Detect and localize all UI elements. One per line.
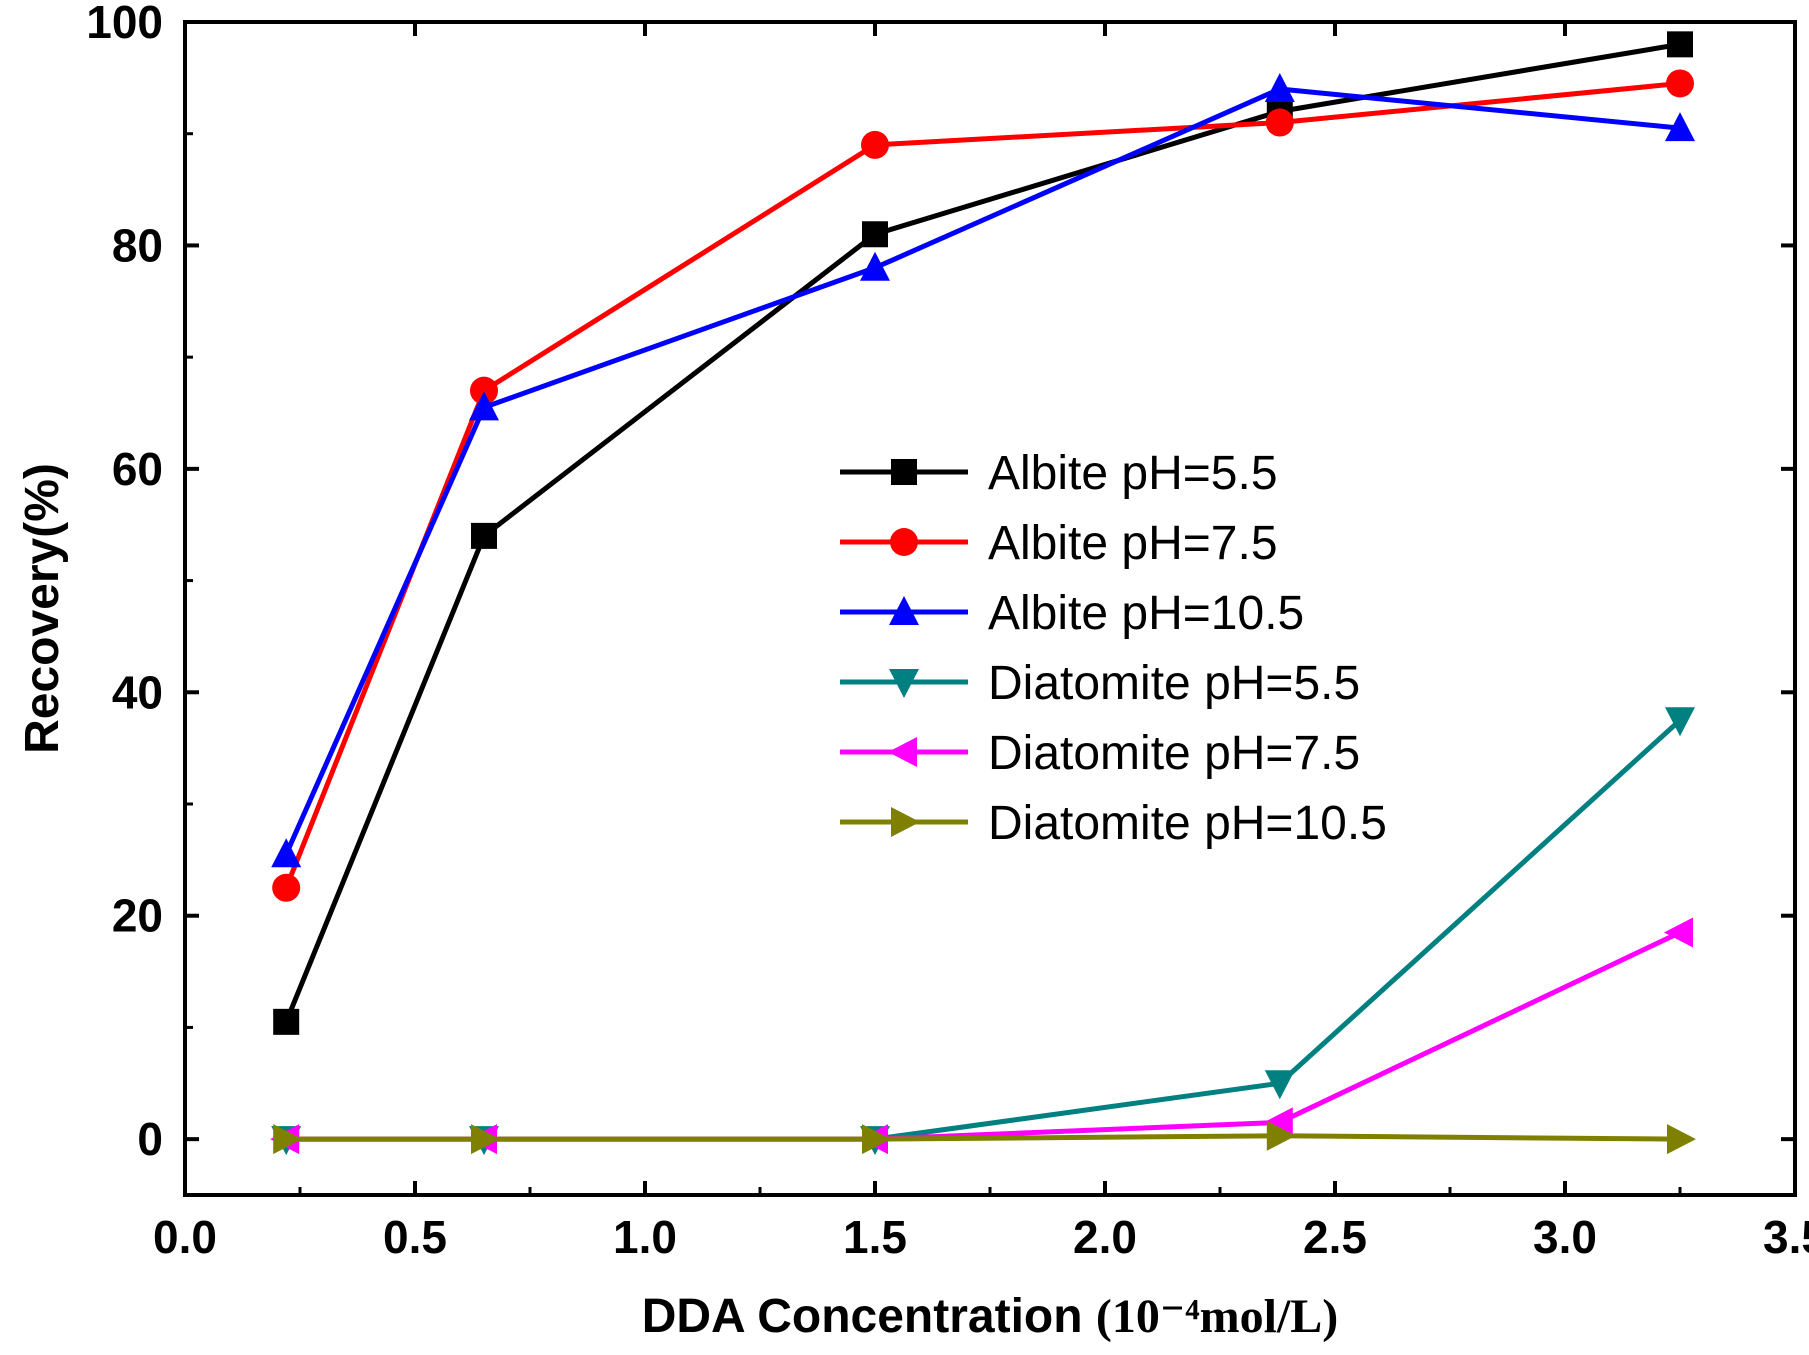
y-axis-label: Recovery(%) bbox=[16, 463, 69, 754]
y-tick-label: 100 bbox=[86, 0, 163, 48]
data-point bbox=[471, 522, 497, 549]
x-tick-label: 3.5 bbox=[1763, 1211, 1809, 1263]
data-point bbox=[273, 1008, 300, 1035]
series-layer bbox=[270, 31, 1696, 1156]
data-point bbox=[1264, 73, 1295, 103]
legend-marker bbox=[889, 669, 919, 698]
x-tick-label: 2.0 bbox=[1073, 1211, 1137, 1263]
data-point bbox=[862, 1124, 891, 1155]
series-0 bbox=[273, 31, 1693, 1035]
data-point bbox=[469, 391, 499, 421]
legend-marker bbox=[891, 459, 917, 485]
legend-entry: Albite pH=10.5 bbox=[840, 587, 1304, 640]
data-point bbox=[1265, 108, 1294, 137]
y-tick-label: 60 bbox=[112, 443, 163, 495]
axes-layer: 0.0 0.5 1.0 1.5 2.0 2.5 3.0 3.5 0 20 40 60 80 100 bbox=[86, 0, 1809, 1263]
data-point bbox=[470, 376, 498, 405]
data-point bbox=[1264, 1070, 1295, 1100]
series-line bbox=[286, 930, 1682, 1142]
series-3 bbox=[271, 707, 1695, 1156]
x-tick-label: 1.0 bbox=[613, 1211, 677, 1263]
data-point bbox=[1266, 1120, 1296, 1151]
legend-label: Diatomite pH=5.5 bbox=[988, 657, 1360, 710]
y-tick-label: 20 bbox=[112, 890, 163, 942]
x-tick-label: 3.0 bbox=[1533, 1211, 1597, 1263]
legend-marker bbox=[891, 807, 920, 837]
legend-label: Albite pH=7.5 bbox=[988, 517, 1278, 570]
data-point bbox=[1665, 112, 1695, 142]
data-point bbox=[1667, 1124, 1696, 1155]
data-point bbox=[1667, 31, 1693, 58]
legend-label: Diatomite pH=7.5 bbox=[988, 727, 1360, 780]
axis-labels: Recovery(%) DDA Concentration (10⁻⁴mol/L… bbox=[16, 463, 1338, 1343]
series-1 bbox=[272, 69, 1694, 902]
data-point bbox=[1666, 69, 1694, 98]
y-tick-label: 40 bbox=[112, 666, 163, 718]
legend-entry: Albite pH=5.5 bbox=[840, 447, 1278, 500]
series-5 bbox=[273, 1120, 1696, 1155]
series-4 bbox=[270, 917, 1693, 1155]
legend-entry: Diatomite pH=7.5 bbox=[840, 727, 1360, 780]
legend: Albite pH=5.5 Albite pH=7.5 Albite pH=10.5… bbox=[840, 447, 1387, 850]
y-tick-label: 0 bbox=[137, 1113, 163, 1165]
x-axis-label-unit: (10⁻⁴mol/L) bbox=[1096, 1290, 1338, 1343]
x-tick-label: 0.5 bbox=[383, 1211, 447, 1263]
legend-label: Albite pH=5.5 bbox=[988, 447, 1278, 500]
legend-marker bbox=[889, 596, 919, 625]
legend-entry: Albite pH=7.5 bbox=[840, 517, 1278, 570]
legend-entry: Diatomite pH=10.5 bbox=[840, 797, 1387, 850]
data-point bbox=[1263, 1107, 1293, 1138]
series-line bbox=[283, 80, 1681, 889]
x-axis-label: DDA Concentration (10⁻⁴mol/L) bbox=[642, 1290, 1339, 1343]
data-point bbox=[861, 130, 889, 159]
legend-marker bbox=[888, 737, 917, 767]
data-point bbox=[860, 251, 890, 281]
legend-label: Albite pH=10.5 bbox=[988, 587, 1304, 640]
y-tick-label: 80 bbox=[112, 219, 163, 271]
data-point bbox=[1665, 707, 1695, 737]
x-axis-label-text: DDA Concentration bbox=[642, 1290, 1083, 1343]
data-point bbox=[273, 1124, 303, 1155]
data-point bbox=[271, 838, 302, 868]
x-tick-label: 2.5 bbox=[1303, 1211, 1367, 1263]
data-point bbox=[1664, 917, 1693, 948]
legend-marker bbox=[890, 528, 918, 556]
series-line bbox=[286, 718, 1682, 1142]
legend-label: Diatomite pH=10.5 bbox=[988, 797, 1387, 850]
data-point bbox=[471, 1124, 500, 1155]
series-2 bbox=[271, 73, 1695, 868]
x-tick-label: 1.5 bbox=[843, 1211, 907, 1263]
data-point bbox=[272, 873, 301, 902]
legend-entry: Diatomite pH=5.5 bbox=[840, 657, 1360, 710]
x-tick-label: 0.0 bbox=[153, 1211, 217, 1263]
data-point bbox=[862, 221, 888, 248]
